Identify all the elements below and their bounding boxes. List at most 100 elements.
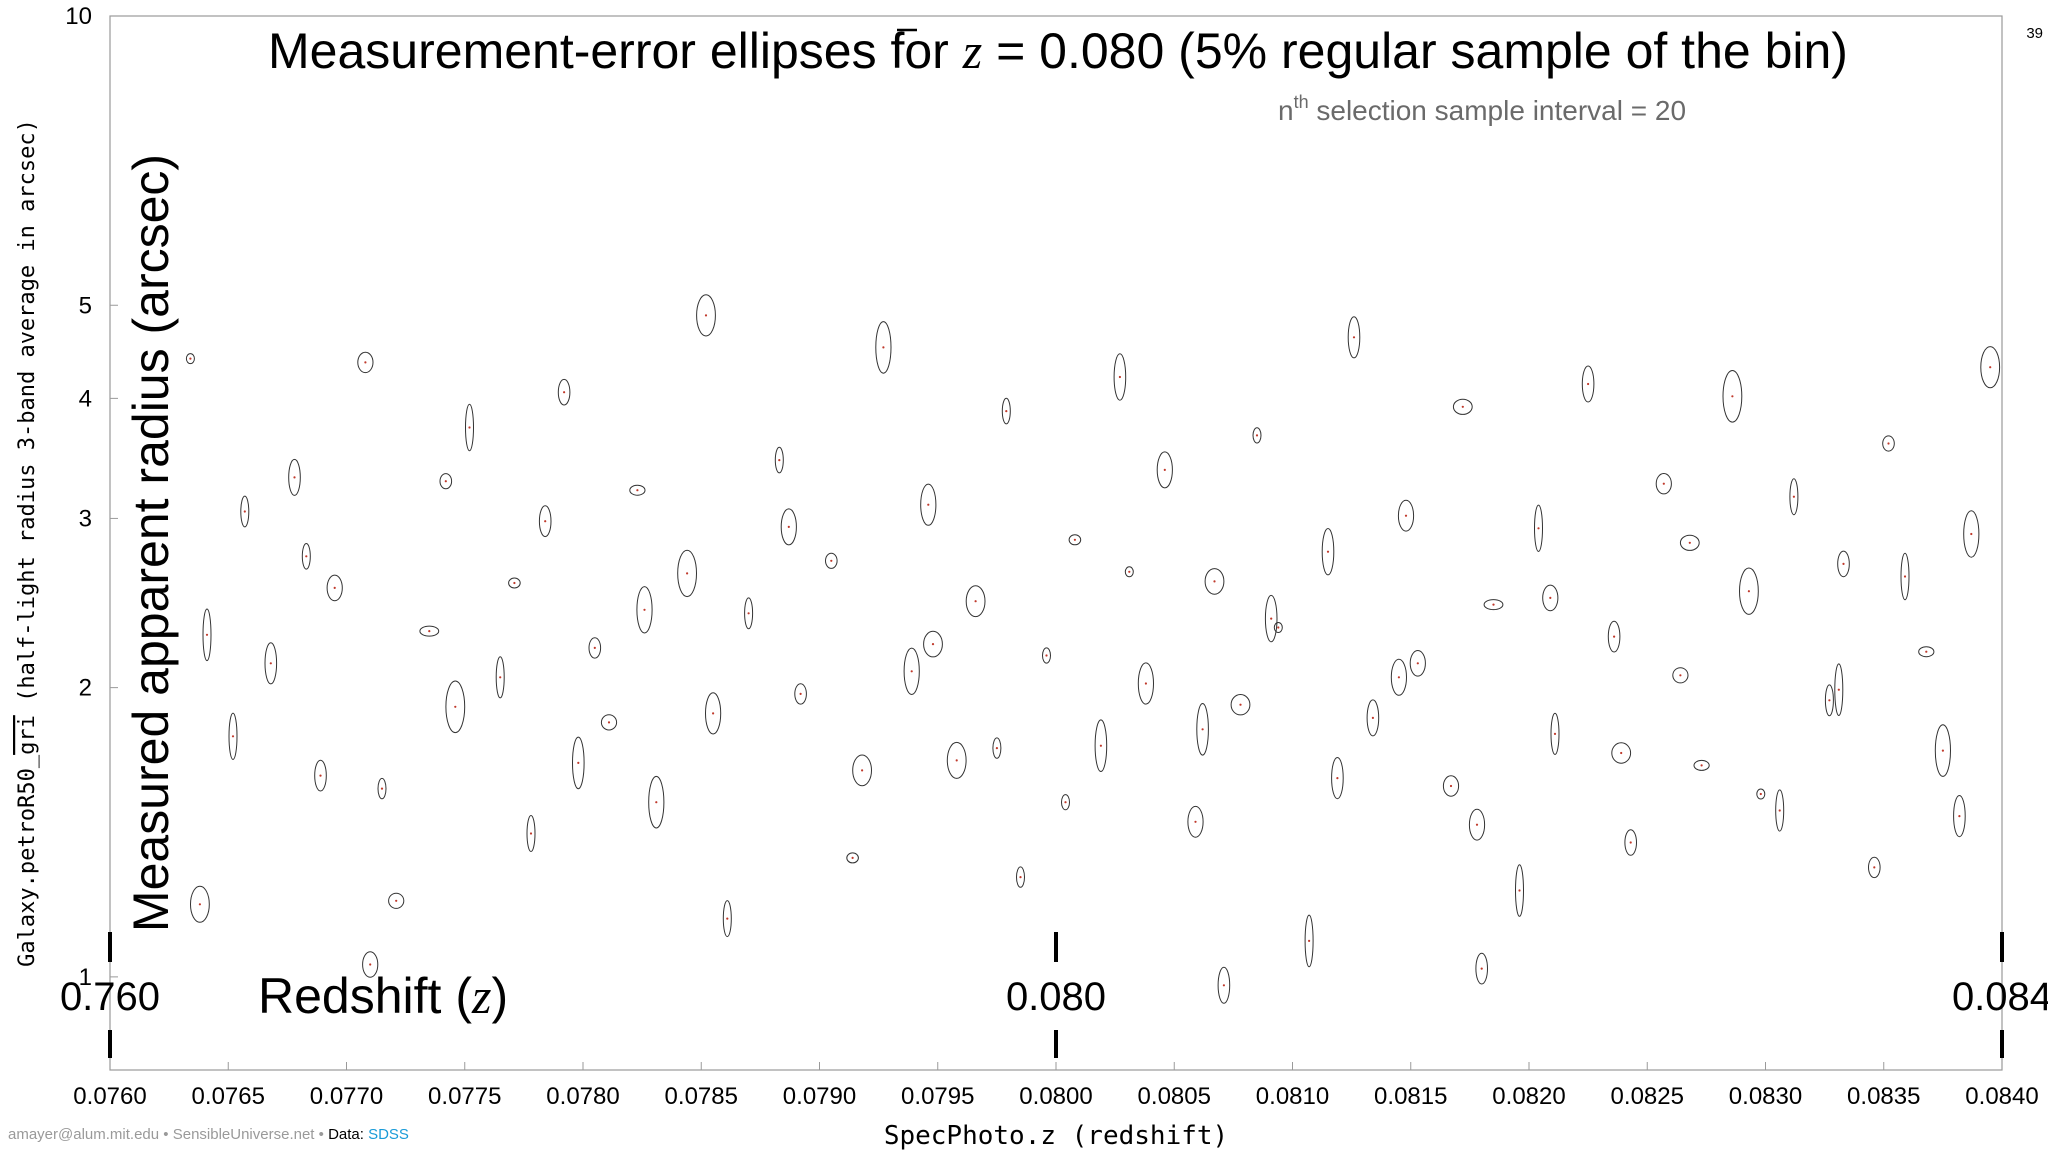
y-tick-label: 3 bbox=[79, 505, 92, 532]
data-point bbox=[577, 761, 580, 765]
x-tick-label: 0.0760 bbox=[73, 1083, 146, 1110]
error-ellipse bbox=[1824, 684, 1834, 717]
error-ellipse bbox=[1900, 552, 1910, 601]
data-point bbox=[1828, 699, 1831, 702]
data-point bbox=[243, 510, 246, 513]
error-ellipse bbox=[1068, 534, 1082, 546]
data-point bbox=[380, 787, 384, 790]
data-point bbox=[882, 346, 885, 349]
error-ellipse bbox=[526, 815, 536, 852]
data-point bbox=[1194, 820, 1197, 823]
data-point bbox=[1925, 650, 1928, 653]
x-tick-label: 0.0840 bbox=[1965, 1083, 2038, 1110]
data-point bbox=[1537, 527, 1540, 530]
x-tick-label: 0.0805 bbox=[1138, 1083, 1211, 1110]
error-ellipse bbox=[600, 714, 618, 731]
y-axis-ticks: 1 2 3 4 5 10 bbox=[65, 3, 118, 991]
data-point bbox=[1518, 889, 1521, 892]
error-ellipse bbox=[636, 586, 653, 634]
author-email: amayer@alum.mit.edu bbox=[8, 1126, 160, 1143]
data-point bbox=[787, 525, 790, 529]
error-ellipse bbox=[1775, 789, 1785, 832]
x-tick-label: 0.0810 bbox=[1256, 1083, 1329, 1110]
x-tick-label: 0.0770 bbox=[310, 1083, 383, 1110]
data-point bbox=[655, 801, 658, 804]
data-point bbox=[643, 608, 646, 611]
x-tick-label: 0.0775 bbox=[428, 1083, 501, 1110]
data-source-link[interactable]: SDSS bbox=[368, 1126, 409, 1143]
data-point bbox=[1128, 570, 1131, 573]
data-point bbox=[830, 559, 833, 562]
error-ellipse bbox=[1347, 316, 1361, 359]
error-ellipse bbox=[1483, 599, 1504, 611]
error-ellipse bbox=[439, 473, 453, 490]
error-ellipse bbox=[357, 351, 374, 374]
error-ellipse bbox=[240, 495, 250, 528]
footer-credits: amayer@alum.mit.edu • SensibleUniverse.n… bbox=[8, 1126, 409, 1143]
error-ellipse bbox=[1187, 805, 1204, 838]
data-point bbox=[931, 643, 935, 646]
error-ellipse bbox=[1542, 584, 1559, 612]
data-point bbox=[1903, 575, 1907, 578]
data-point bbox=[1404, 514, 1408, 517]
error-ellipse bbox=[1672, 667, 1689, 684]
error-ellipse bbox=[648, 775, 665, 829]
error-ellipse bbox=[1061, 794, 1070, 811]
big-redshift-ticks: 0.760 0.080 0.084 bbox=[60, 932, 2048, 1058]
data-point bbox=[544, 520, 547, 523]
error-ellipse bbox=[557, 378, 571, 406]
data-point bbox=[593, 646, 596, 650]
y-tick-label: 1 bbox=[79, 964, 92, 991]
data-point bbox=[1662, 482, 1665, 485]
error-ellipse bbox=[1607, 620, 1621, 653]
chart-title: Measurement-error ellipses for z = 0.080… bbox=[268, 23, 1848, 79]
error-ellipse bbox=[1756, 788, 1766, 800]
error-ellipse bbox=[1304, 914, 1314, 968]
error-ellipse bbox=[1475, 952, 1488, 985]
data-point bbox=[468, 426, 471, 429]
x-tick-label: 0.0830 bbox=[1729, 1083, 1802, 1110]
data-point bbox=[1239, 703, 1242, 706]
x-tick-label: 0.0780 bbox=[546, 1083, 619, 1110]
data-point bbox=[1308, 939, 1311, 943]
data-point bbox=[910, 670, 913, 673]
x-tick-label: 0.0800 bbox=[1019, 1083, 1092, 1110]
error-ellipse bbox=[377, 777, 387, 800]
error-ellipse bbox=[852, 754, 872, 787]
y-tick-label: 2 bbox=[79, 675, 92, 702]
error-ellipse bbox=[846, 852, 859, 864]
error-ellipse bbox=[264, 642, 278, 685]
y-tick-label: 4 bbox=[79, 385, 92, 412]
error-ellipse bbox=[1693, 759, 1710, 771]
error-ellipse bbox=[314, 759, 327, 792]
data-point bbox=[198, 903, 201, 906]
error-ellipse bbox=[1366, 699, 1380, 737]
error-ellipse bbox=[190, 885, 210, 923]
error-ellipse bbox=[1789, 478, 1799, 516]
data-point bbox=[529, 832, 533, 835]
data-point bbox=[1731, 395, 1734, 398]
data-point bbox=[955, 759, 958, 762]
error-ellipse bbox=[946, 741, 967, 779]
data-point bbox=[1326, 550, 1330, 553]
error-ellipse bbox=[1042, 647, 1051, 664]
data-point bbox=[686, 572, 689, 575]
error-ellipse bbox=[1834, 663, 1844, 717]
data-point bbox=[1778, 809, 1781, 812]
data-point bbox=[444, 480, 447, 483]
data-point bbox=[319, 774, 322, 777]
data-point bbox=[1553, 732, 1557, 736]
data-point bbox=[231, 735, 235, 738]
data-point bbox=[513, 581, 516, 585]
error-ellipse bbox=[588, 637, 602, 659]
error-ellipse bbox=[1980, 346, 2001, 389]
data-point bbox=[1064, 801, 1067, 804]
data-point bbox=[1255, 434, 1259, 437]
data-point bbox=[927, 503, 930, 506]
x-tick-label: 0.0790 bbox=[783, 1083, 856, 1110]
error-ellipse bbox=[1452, 398, 1473, 415]
data-point bbox=[333, 586, 336, 590]
site-name: SensibleUniverse.net bbox=[172, 1126, 315, 1143]
error-ellipse bbox=[1550, 712, 1560, 756]
error-ellipse bbox=[794, 683, 807, 705]
